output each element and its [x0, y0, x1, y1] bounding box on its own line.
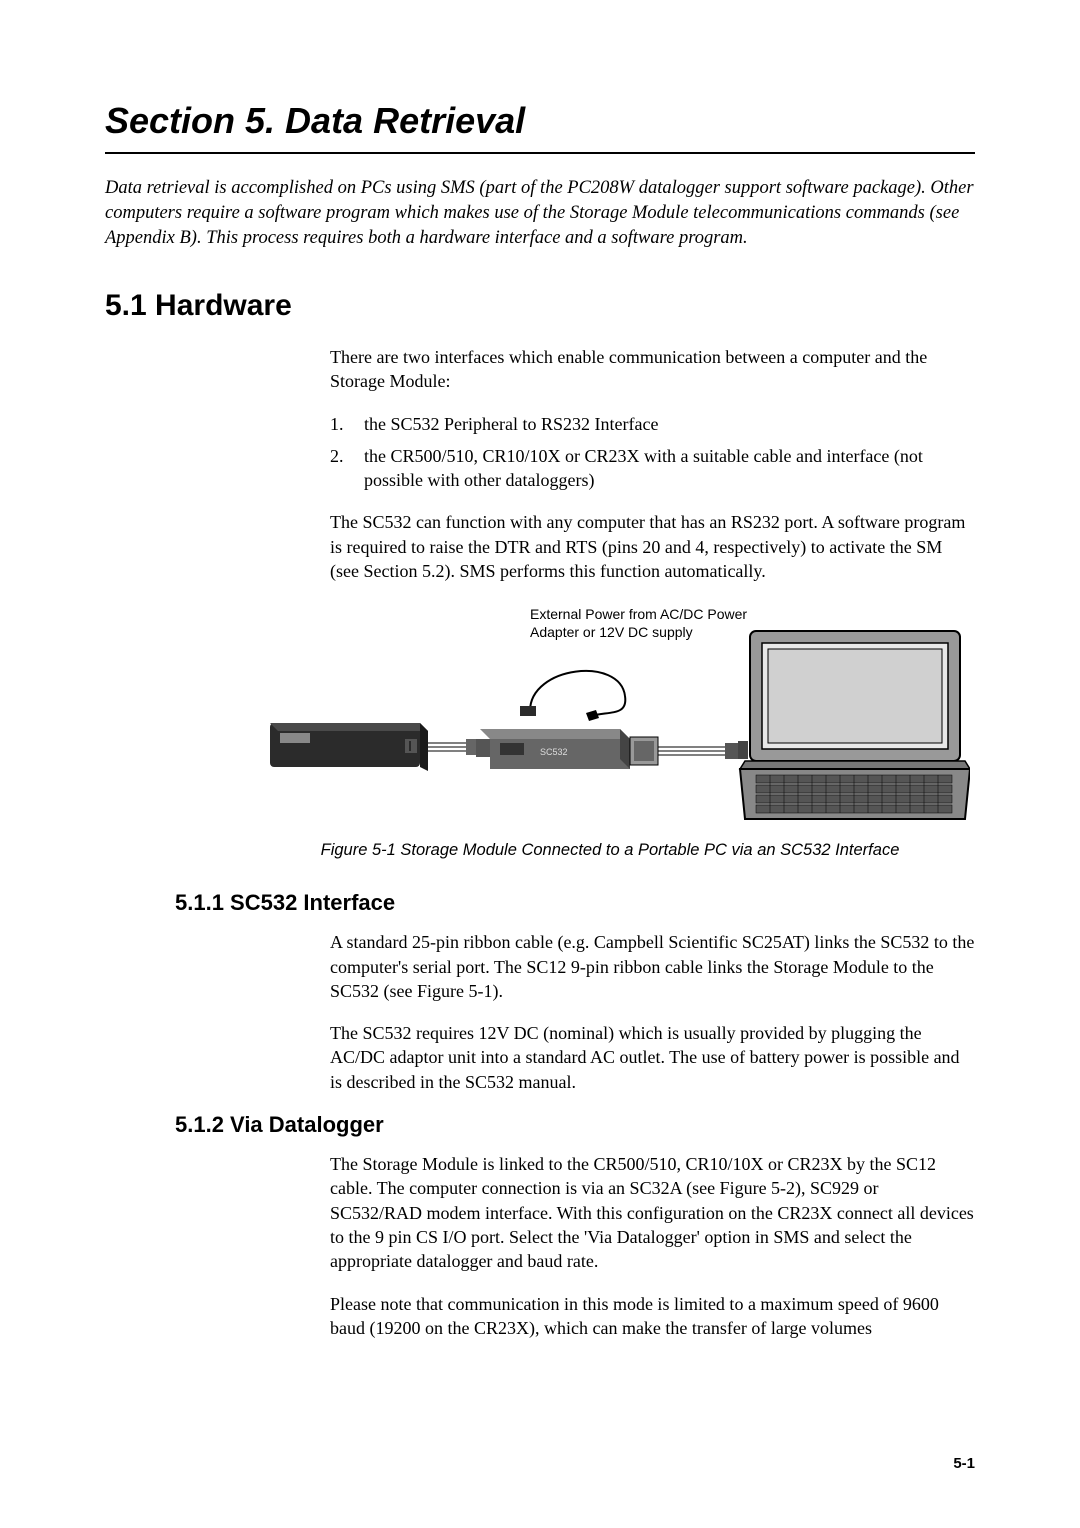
page-number: 5-1 — [953, 1455, 975, 1472]
section-title: Section 5. Data Retrieval — [105, 100, 975, 142]
title-rule — [105, 152, 975, 154]
list-text: the CR500/510, CR10/10X or CR23X with a … — [364, 444, 975, 493]
para-5-1-1-a: A standard 25-pin ribbon cable (e.g. Cam… — [330, 930, 975, 1003]
heading-5-1: 5.1 Hardware — [105, 289, 975, 323]
list-number: 1. — [330, 412, 364, 436]
para-5-1-b: The SC532 can function with any computer… — [330, 510, 975, 583]
list-text: the SC532 Peripheral to RS232 Interface — [364, 412, 658, 436]
figure-5-1: External Power from AC/DC Power Adapter … — [270, 601, 975, 821]
para-5-1-2-a: The Storage Module is linked to the CR50… — [330, 1152, 975, 1273]
list-item: 2. the CR500/510, CR10/10X or CR23X with… — [330, 444, 975, 493]
para-5-1-2-b: Please note that communication in this m… — [330, 1292, 975, 1341]
para-5-1-1-b: The SC532 requires 12V DC (nominal) whic… — [330, 1021, 975, 1094]
ordered-list: 1. the SC532 Peripheral to RS232 Interfa… — [330, 412, 975, 493]
heading-5-1-1: 5.1.1 SC532 Interface — [175, 890, 975, 916]
device-label: SC532 — [540, 747, 568, 757]
list-item: 1. the SC532 Peripheral to RS232 Interfa… — [330, 412, 975, 436]
list-number: 2. — [330, 444, 364, 493]
heading-5-1-2: 5.1.2 Via Datalogger — [175, 1112, 975, 1138]
figure-annotation: External Power from AC/DC Power Adapter … — [530, 605, 790, 641]
figure-caption: Figure 5-1 Storage Module Connected to a… — [245, 841, 975, 860]
intro-paragraph: Data retrieval is accomplished on PCs us… — [105, 176, 975, 251]
para-5-1-a: There are two interfaces which enable co… — [330, 345, 975, 394]
